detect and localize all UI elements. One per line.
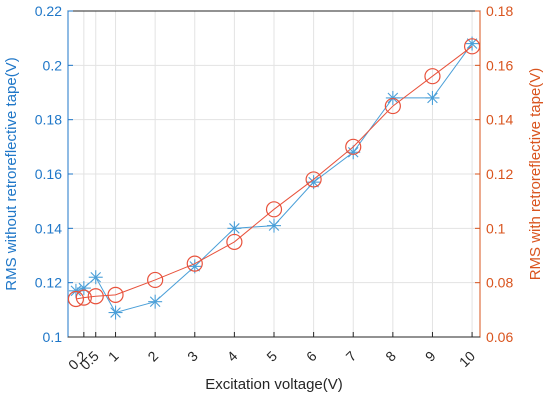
grid-lines — [68, 10, 480, 338]
right-tick-label: 0.06 — [486, 329, 513, 345]
x-tick-label: 10 — [456, 348, 478, 370]
left-tick-label: 0.12 — [35, 275, 62, 291]
data-point-circle — [107, 286, 124, 303]
series-left — [68, 36, 480, 320]
asterisk-stroke — [149, 296, 161, 307]
asterisk-stroke — [189, 261, 201, 272]
data-point-circle — [147, 271, 164, 289]
right-tick-label: 0.18 — [486, 3, 513, 19]
left-tick-label: 0.22 — [35, 3, 62, 19]
x-tick-label: 3 — [184, 348, 201, 365]
data-point-asterisk — [148, 294, 163, 309]
data-point-circle — [75, 289, 92, 306]
data-point-asterisk — [227, 221, 242, 236]
x-tick-label: 6 — [303, 348, 320, 365]
asterisk-stroke — [70, 285, 82, 297]
data-point-circle — [384, 97, 401, 115]
data-point-circle — [463, 38, 481, 55]
left-tick-label: 0.1 — [43, 329, 63, 345]
data-point-asterisk — [385, 90, 400, 105]
x-tick-label: 1 — [105, 348, 122, 365]
x-axis-title: Excitation voltage(V) — [205, 376, 343, 393]
data-point-asterisk — [425, 90, 440, 105]
x-tick-label: 4 — [224, 348, 241, 365]
right-y-axis-title: RMS with retroreflective tape(V) — [527, 68, 544, 281]
data-point-circle — [305, 171, 322, 188]
right-tick-label: 0.16 — [486, 57, 513, 73]
series-line-right — [75, 45, 473, 300]
x-tick-label: 5 — [263, 348, 280, 365]
asterisk-stroke — [308, 176, 319, 188]
left-tick-label: 0.14 — [35, 220, 62, 236]
right-tick-label: 0.08 — [486, 275, 513, 291]
x-tick-label: 7 — [343, 348, 360, 365]
data-point-asterisk — [88, 270, 103, 285]
left-tick-label: 0.16 — [35, 166, 62, 182]
right-tick-label: 0.12 — [486, 166, 513, 182]
left-y-axis: 0.1 0.12 0.14 0.16 0.18 0.2 0.22 — [35, 3, 73, 345]
series-layer — [67, 36, 481, 320]
right-y-axis: 0.06 0.08 0.1 0.12 0.14 0.16 0.18 — [475, 3, 513, 345]
data-point-circle — [265, 201, 283, 218]
left-tick-label: 0.18 — [35, 112, 62, 128]
data-point-circle — [67, 290, 85, 308]
data-point-circle — [424, 68, 441, 85]
data-point-asterisk — [267, 218, 281, 233]
asterisk-stroke — [387, 92, 399, 104]
data-point-circle — [226, 233, 243, 251]
asterisk-stroke — [268, 220, 280, 231]
data-point-asterisk — [108, 305, 123, 320]
asterisk-stroke — [466, 38, 478, 49]
x-axis: 0.20.5 1 2 3 4 5 6 7 8 9 10 — [65, 332, 480, 373]
right-tick-label: 0.1 — [486, 220, 506, 236]
data-point-circle — [345, 138, 362, 155]
data-point-circle — [87, 288, 104, 305]
asterisk-stroke — [347, 146, 359, 158]
asterisk-stroke — [229, 223, 240, 234]
asterisk-stroke — [110, 307, 121, 318]
data-point-asterisk — [465, 36, 480, 51]
x-tick-label: 2 — [144, 348, 161, 365]
asterisk-stroke — [427, 92, 438, 104]
right-tick-label: 0.14 — [486, 112, 513, 128]
data-point-circle — [186, 255, 203, 272]
x-tick-label: 9 — [422, 348, 439, 365]
left-y-axis-title: RMS without retroreflective tape(V) — [3, 57, 20, 290]
series-right — [67, 38, 481, 308]
asterisk-stroke — [90, 271, 102, 283]
data-point-asterisk — [68, 283, 83, 298]
data-point-asterisk — [306, 175, 321, 190]
x-tick-label: 8 — [382, 348, 399, 365]
left-tick-label: 0.2 — [43, 57, 63, 73]
